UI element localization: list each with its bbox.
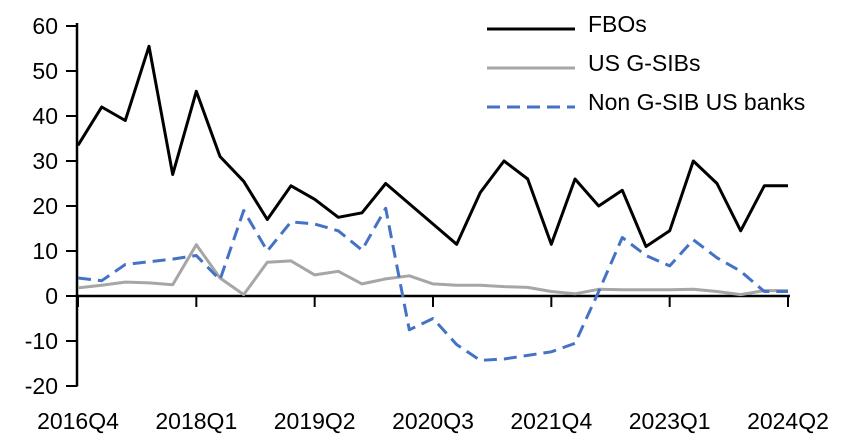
y-axis-tick-label: 50 [32,58,58,84]
y-axis-tick-label: 60 [32,13,58,39]
x-axis-tick-label: 2024Q2 [747,408,829,434]
legend-swatch-fbos [487,20,575,31]
y-axis-tick-label: -20 [25,373,58,399]
legend-label-non-gsib-us-banks: Non G-SIB US banks [588,89,806,115]
x-axis-tick-label: 2020Q3 [392,408,474,434]
legend-swatch-line [487,66,575,70]
legend-item-fbos: FBOs [487,10,805,38]
legend-label-fbos: FBOs [588,11,647,37]
legend-swatch-non-gsib-us-banks [487,98,575,109]
x-axis-tick-label: 2021Q4 [510,408,592,434]
y-axis-tick-label: 10 [32,238,58,264]
legend-swatch-line [487,27,575,31]
y-axis-tick-label: -10 [25,328,58,354]
legend: FBOs US G-SIBs Non G-SIB US banks [487,10,805,116]
legend-item-us-gsibs: US G-SIBs [487,49,805,77]
y-axis-tick-label: 30 [32,148,58,174]
x-axis-tick-label: 2023Q1 [629,408,711,434]
y-axis-tick-label: 40 [32,103,58,129]
x-axis-tick-label: 2019Q2 [274,408,356,434]
y-axis-tick-label: 20 [32,193,58,219]
non-g-sib-us-banks-line [77,206,788,362]
us-g-sibs-line [77,243,788,297]
legend-item-non-gsib-us-banks: Non G-SIB US banks [487,88,805,116]
legend-swatch-us-gsibs [487,59,575,70]
y-axis-tick-label: 0 [45,283,58,309]
fbos-line [76,44,788,248]
x-axis-tick-label: 2018Q1 [155,408,237,434]
legend-swatch-line [487,105,575,109]
legend-label-us-gsibs: US G-SIBs [588,50,701,76]
x-axis-tick-label: 2016Q4 [37,408,119,434]
